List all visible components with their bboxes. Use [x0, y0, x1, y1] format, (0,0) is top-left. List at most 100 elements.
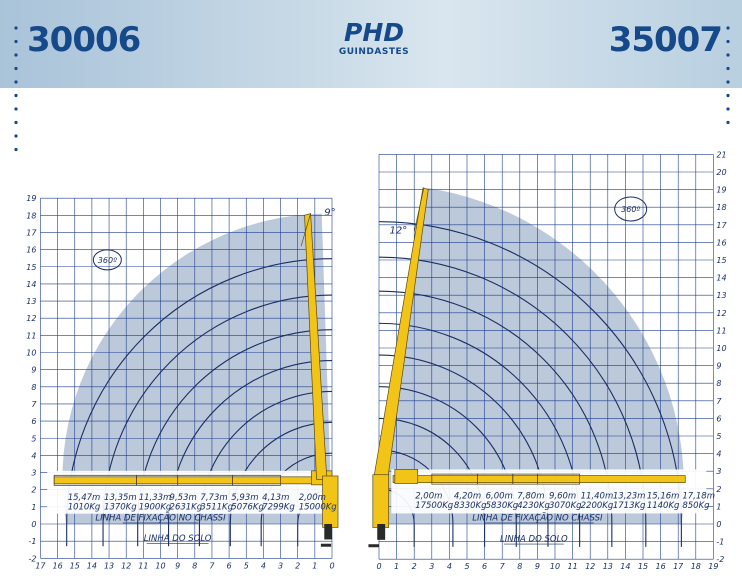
x-tick-label: 14 [87, 561, 97, 570]
horizontal-boom [53, 476, 319, 485]
dot [726, 107, 730, 111]
logo-sub-text: GUINDASTES [338, 47, 410, 57]
boom-section [537, 473, 581, 485]
capacity-load: 2631Kg [170, 502, 203, 512]
capacity-reach: 15,16m [647, 491, 680, 501]
working-area [62, 213, 333, 524]
ground-pad [368, 544, 379, 548]
x-tick-label: 15 [638, 562, 648, 571]
y-tick-label: 2 [31, 486, 36, 495]
model-number-right: 35007 [608, 20, 723, 60]
capacity-reach: 13,35m [104, 493, 137, 503]
ground-line-label: LINHA DO SOLO [144, 534, 212, 544]
capacity-reach: 6,00m [486, 491, 513, 501]
y-tick-label: 4 [31, 451, 36, 460]
y-tick-label: 8 [31, 383, 36, 392]
y-tick-label: 9 [31, 366, 36, 375]
y-tick-label: 20 [716, 168, 726, 177]
capacity-load: 850Kg [682, 501, 710, 511]
horizontal-boom [392, 475, 686, 483]
x-tick-label: 11 [568, 562, 578, 571]
y-tick-label: 10 [26, 349, 36, 358]
x-tick-label: 9 [175, 561, 180, 570]
dot [726, 66, 730, 71]
logo-main-text: PHD [344, 18, 404, 47]
y-tick-label: 7 [31, 400, 37, 409]
capacity-reach: 15,47m [68, 493, 101, 503]
capacity-reach: 2,00m [415, 491, 442, 501]
rotation-label: 360º [98, 256, 117, 265]
dot [726, 120, 730, 125]
y-tick-label: -1 [716, 538, 724, 547]
capacity-load: 3511Kg [200, 502, 233, 512]
y-tick-label: 4 [716, 450, 721, 459]
x-tick-label: 5 [244, 561, 249, 570]
capacity-load: 8330Kg [454, 501, 487, 511]
dot [14, 107, 18, 111]
x-tick-label: 13 [603, 562, 613, 571]
y-tick-label: 16 [716, 238, 726, 247]
y-tick-label: 6 [31, 417, 36, 426]
x-tick-label: 2 [412, 562, 417, 571]
rotation-label: 360º [621, 205, 640, 214]
phd-logo: PHD GUINDASTES [337, 20, 411, 60]
inclined-boom [304, 213, 328, 480]
y-tick-label: 7 [716, 397, 722, 406]
capacity-load: 5076Kg [231, 502, 264, 512]
y-tick-label: 5 [31, 434, 36, 443]
x-tick-label: 7 [209, 561, 215, 570]
capacity-reach: 9,53m [170, 493, 197, 503]
y-tick-label: 10 [716, 344, 726, 353]
right-load-chart: 12° 360º 2,00m17500Kg4,20m8330Kg6,00m5830K… [368, 150, 727, 571]
capacity-load: 5830Kg [486, 501, 519, 511]
model-number-left: 30006 [27, 20, 141, 60]
y-tick-label: 12 [26, 314, 36, 323]
ground-pad [320, 543, 332, 547]
header-band: 30006 PHD GUINDASTES 35007 [0, 0, 742, 88]
y-tick-label: 19 [716, 186, 726, 195]
x-tick-label: 4 [447, 562, 452, 571]
x-tick-label: 3 [429, 562, 434, 571]
y-tick-label: 18 [716, 203, 726, 212]
x-tick-label: 0 [329, 561, 334, 570]
rotation-icon [92, 249, 122, 271]
capacity-load: 3070Kg [549, 501, 582, 511]
y-tick-label: 18 [26, 211, 36, 220]
x-tick-label: 4 [261, 561, 266, 570]
rotation-icon [614, 196, 648, 222]
x-tick-label: 7 [500, 562, 506, 571]
dot [14, 93, 18, 98]
x-tick-label: 6 [227, 561, 232, 570]
y-tick-label: 13 [26, 297, 36, 306]
crane-column [372, 474, 390, 528]
y-tick-label: 15 [716, 256, 726, 265]
x-tick-label: 6 [482, 562, 487, 571]
angle-line [413, 187, 425, 232]
capacity-reach: 4,20m [454, 491, 481, 501]
capacity-reach: 11,40m [581, 491, 614, 501]
dot [726, 53, 730, 57]
y-tick-label: 1 [31, 503, 36, 512]
y-tick-label: 8 [716, 379, 721, 388]
x-tick-label: 10 [155, 561, 165, 570]
capacity-load: 17500Kg [415, 501, 454, 511]
y-tick-label: -2 [28, 554, 36, 563]
x-tick-label: 1 [312, 561, 317, 570]
crane-base [377, 524, 386, 540]
y-tick-label: 14 [26, 280, 36, 289]
x-tick-label: 2 [295, 561, 300, 570]
y-tick-label: 0 [31, 520, 36, 529]
dot [14, 39, 18, 44]
y-tick-label: 15 [26, 263, 36, 272]
dot [14, 80, 18, 84]
x-tick-label: 9 [535, 562, 540, 571]
dot [14, 26, 18, 30]
y-tick-label: 3 [31, 469, 36, 478]
y-tick-label: 21 [716, 150, 726, 159]
boom-head [394, 469, 419, 484]
angle-line [300, 213, 311, 247]
y-tick-label: 2 [716, 485, 721, 494]
capacity-load: 2200Kg [581, 501, 614, 511]
x-tick-label: 5 [464, 562, 469, 571]
